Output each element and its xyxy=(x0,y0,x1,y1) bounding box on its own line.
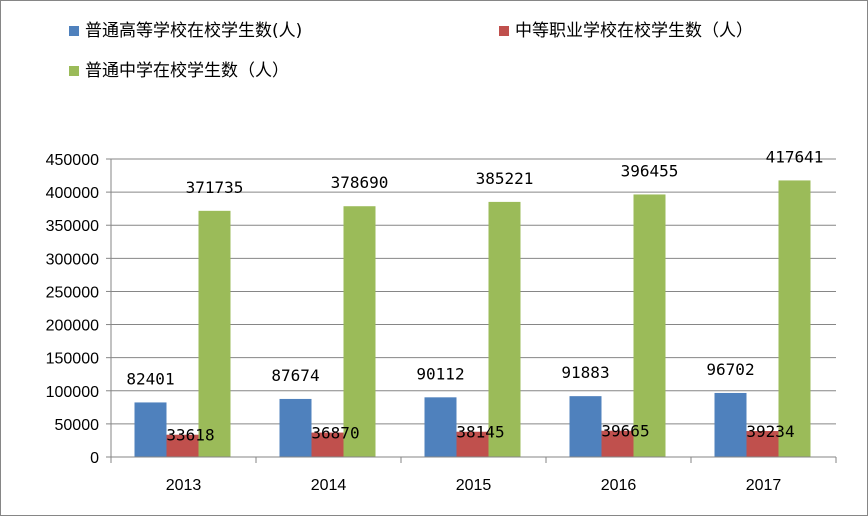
legend-swatch-series-3 xyxy=(69,66,79,76)
bars xyxy=(134,180,811,458)
x-tick-label: 2014 xyxy=(311,477,347,494)
y-tick-label: 0 xyxy=(90,450,99,467)
data-label: 385221 xyxy=(476,169,534,188)
bar xyxy=(746,431,779,457)
data-label: 96702 xyxy=(706,360,754,379)
legend-label-series-3: 普通中学在校学生数（人） xyxy=(85,61,289,81)
x-tick-label: 2017 xyxy=(746,477,782,494)
bar xyxy=(714,392,747,457)
bar xyxy=(778,180,811,458)
data-label: 371735 xyxy=(186,178,244,197)
gridlines xyxy=(111,158,836,425)
y-tick-label: 350000 xyxy=(46,218,99,235)
bar xyxy=(166,434,199,457)
x-tick-label: 2013 xyxy=(166,477,202,494)
y-tick-label: 150000 xyxy=(46,351,99,368)
legend-label-series-1: 普通高等学校在校学生数(人) xyxy=(85,21,302,41)
y-tick-label: 300000 xyxy=(46,251,99,268)
bar xyxy=(343,206,376,457)
bar xyxy=(134,402,167,457)
x-tick-label: 2015 xyxy=(456,477,492,494)
y-tick-label: 100000 xyxy=(46,384,99,401)
legend: 普通高等学校在校学生数(人) 中等职业学校在校学生数（人） 普通中学在校学生数（… xyxy=(69,21,753,81)
data-label: 91883 xyxy=(561,363,609,382)
y-tick-label: 250000 xyxy=(46,284,99,301)
bar xyxy=(488,201,521,457)
legend-label-series-2: 中等职业学校在校学生数（人） xyxy=(515,21,753,41)
data-label: 38145 xyxy=(456,423,504,442)
data-label: 36870 xyxy=(311,424,359,443)
legend-swatch-series-2 xyxy=(499,26,509,36)
data-label: 417641 xyxy=(766,147,824,166)
data-label: 378690 xyxy=(331,173,389,192)
bar xyxy=(424,397,457,457)
data-label: 33618 xyxy=(166,426,214,445)
bar xyxy=(601,430,634,457)
y-tick-label: 400000 xyxy=(46,185,99,202)
bar xyxy=(198,210,231,457)
data-label: 39234 xyxy=(746,422,794,441)
data-labels: 82401 87674 90112 91883 96702 33618 36870 38145… xyxy=(126,147,823,444)
data-label: 82401 xyxy=(126,369,174,388)
bar xyxy=(633,194,666,458)
bar xyxy=(279,398,312,457)
bar xyxy=(311,432,344,457)
data-label: 39665 xyxy=(601,422,649,441)
data-label: 90112 xyxy=(416,364,464,383)
legend-swatch-series-1 xyxy=(69,26,79,36)
axes: 0 50000 100000 150000 200000 250000 300000 3500… xyxy=(46,152,837,494)
bar xyxy=(456,431,489,457)
y-tick-label: 200000 xyxy=(46,318,99,335)
y-tick-label: 450000 xyxy=(46,152,99,169)
data-label: 396455 xyxy=(621,161,679,180)
y-tick-label: 50000 xyxy=(55,417,100,434)
x-tick-label: 2016 xyxy=(601,477,637,494)
bar xyxy=(569,396,602,457)
data-label: 87674 xyxy=(271,366,319,385)
